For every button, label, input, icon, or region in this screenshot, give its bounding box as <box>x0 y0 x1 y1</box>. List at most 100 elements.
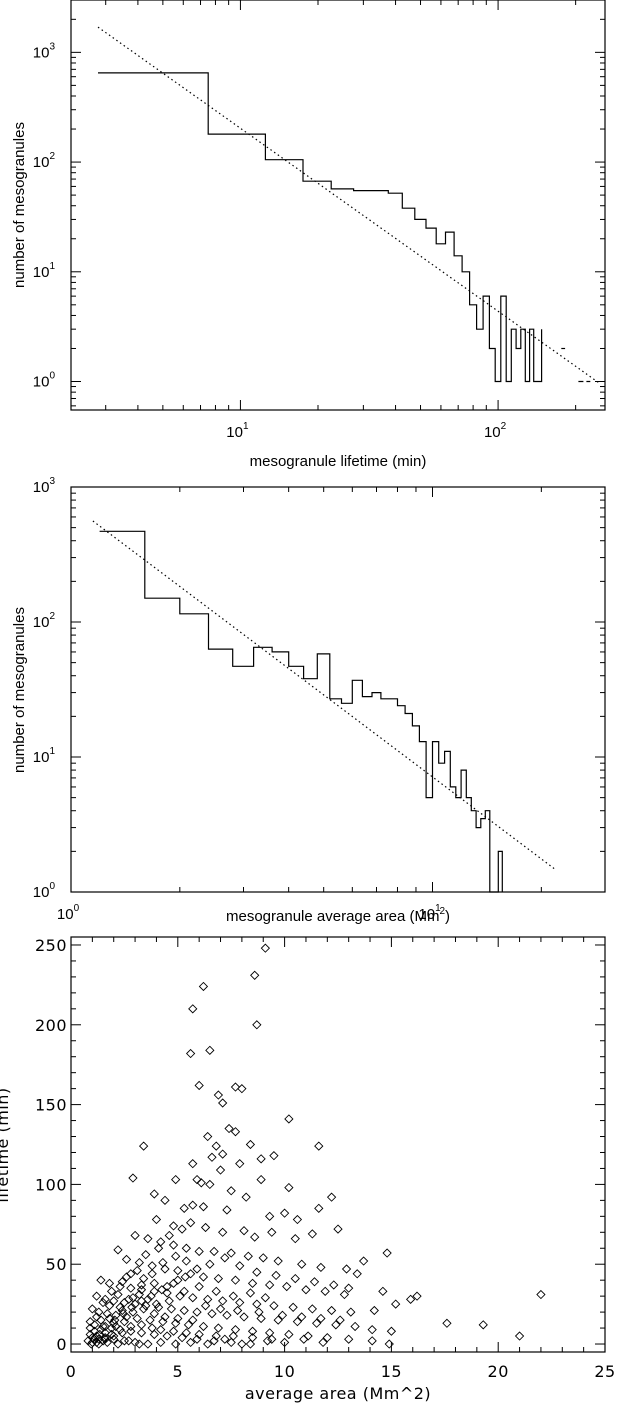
scatter-point <box>391 1299 401 1309</box>
scatter-point <box>188 1200 198 1210</box>
scatter-point <box>149 1329 159 1340</box>
tick-base: 10 <box>418 906 435 923</box>
scatter-point <box>326 1305 337 1316</box>
tick-base: 10 <box>33 44 50 61</box>
scatter-point <box>185 1048 196 1059</box>
tick-exponent: 3 <box>49 476 55 487</box>
scatter-point <box>104 1301 115 1311</box>
scatter-point <box>134 1257 144 1268</box>
scatter-point <box>138 1273 149 1284</box>
scatter-point <box>211 1141 221 1151</box>
scatter-point <box>171 1174 181 1185</box>
scatter-point <box>514 1331 525 1341</box>
y-tick-label: 250 <box>35 936 67 955</box>
scatter-point <box>367 1336 377 1346</box>
scatter-point <box>207 1309 217 1319</box>
scatter-point <box>162 1281 172 1292</box>
plot-frame <box>70 0 606 411</box>
scatter-point <box>341 1264 352 1274</box>
y-tick-label: 102 <box>33 151 56 171</box>
x-tick-label: 5 <box>172 1362 183 1381</box>
scatter-point <box>181 1243 191 1253</box>
scatter-point <box>106 1286 117 1296</box>
scatter-point <box>320 1286 330 1296</box>
scatter-point <box>405 1294 416 1304</box>
scatter-point <box>96 1275 106 1285</box>
tick-base: 10 <box>33 479 50 496</box>
x-tick-label: 20 <box>488 1362 509 1381</box>
scatter-point <box>136 1328 147 1338</box>
scatter-point <box>153 1302 164 1312</box>
scatter-point <box>138 1304 149 1314</box>
scatter-point <box>91 1312 102 1322</box>
scatter-point <box>314 1141 324 1151</box>
scatter-point <box>85 1317 95 1327</box>
scatter-point <box>119 1317 130 1327</box>
scatter-point <box>158 1257 168 1268</box>
tick-exponent: 2 <box>49 151 55 162</box>
scatter-point <box>111 1321 121 1332</box>
scatter-point <box>179 1286 189 1296</box>
scatter-point <box>265 1211 275 1221</box>
scatter-point <box>209 1246 219 1257</box>
x-tick-label: 100 <box>57 903 80 923</box>
scatter-point <box>211 1286 221 1296</box>
scatter-point <box>252 1020 262 1030</box>
scatter-point <box>198 981 209 992</box>
scatter-point <box>243 1251 253 1261</box>
scatter-point <box>121 1254 132 1265</box>
scatter-point <box>378 1286 388 1296</box>
scatter-point <box>279 1337 290 1348</box>
scatter-point <box>318 1337 328 1348</box>
scatter-point <box>358 1256 369 1266</box>
scatter-point <box>134 1339 144 1349</box>
scatter-point <box>316 1262 326 1273</box>
scatter-point <box>226 1248 236 1258</box>
scatter-point <box>185 1337 196 1348</box>
y-tick-label: 101 <box>33 261 56 281</box>
scatter-point <box>205 1045 215 1055</box>
scatter-point <box>258 1253 268 1263</box>
scatter-point <box>192 1307 202 1317</box>
scatter-point <box>252 1267 262 1277</box>
scatter-point <box>117 1328 127 1338</box>
y-tick-label: 0 <box>56 1335 67 1354</box>
scatter-point <box>412 1291 422 1301</box>
scatter-point <box>85 1323 95 1333</box>
scatter-point <box>239 1226 249 1236</box>
scatter-point <box>200 1222 211 1233</box>
scatter-point <box>309 1277 320 1287</box>
scatter-point <box>91 1291 102 1301</box>
scatter-point <box>284 1114 294 1124</box>
tick-exponent: 0 <box>49 371 55 382</box>
scatter-point <box>232 1305 243 1316</box>
scatter-point <box>126 1283 136 1293</box>
scatter-point <box>230 1127 241 1137</box>
scatter-point <box>145 1315 155 1325</box>
scatter-point <box>218 1296 228 1306</box>
y-tick-label: 100 <box>33 371 56 391</box>
scatter-point <box>314 1203 324 1213</box>
scatter-point <box>226 1186 236 1196</box>
scatter-point <box>160 1312 170 1322</box>
scatter-point <box>194 1329 204 1340</box>
plot-area <box>97 26 601 385</box>
scatter-point <box>303 1331 313 1341</box>
scatter-point <box>146 1291 156 1301</box>
scatter-point <box>213 1090 224 1100</box>
x-axis-label-text: mesogranule average area (Mm <box>226 908 439 925</box>
scatter-point <box>196 1178 206 1188</box>
scatter-point <box>290 1273 300 1284</box>
x-axis-label: average area (Mm^2) <box>245 1384 431 1403</box>
scatter-point <box>149 1278 159 1289</box>
scatter-point <box>322 1332 332 1343</box>
scatter-point <box>132 1265 142 1276</box>
scatter-point <box>211 1331 221 1341</box>
scatter-point <box>269 1301 279 1311</box>
y-tick-label: 102 <box>33 611 56 631</box>
scatter-point <box>220 1334 230 1344</box>
y-tick-label: 50 <box>46 1255 67 1274</box>
